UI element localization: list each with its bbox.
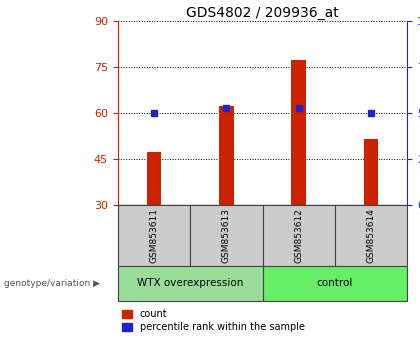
Bar — [190, 205, 262, 266]
Bar — [118, 266, 262, 301]
Text: control: control — [317, 278, 353, 288]
Bar — [147, 152, 161, 205]
Text: GSM853613: GSM853613 — [222, 208, 231, 263]
Text: GSM853614: GSM853614 — [367, 208, 375, 263]
Text: genotype/variation ▶: genotype/variation ▶ — [4, 279, 100, 288]
Bar — [364, 139, 378, 205]
Bar — [118, 205, 190, 266]
Text: WTX overexpression: WTX overexpression — [137, 278, 243, 288]
Text: GSM853612: GSM853612 — [294, 208, 303, 263]
Bar — [335, 205, 407, 266]
Bar — [291, 59, 306, 205]
Bar — [219, 105, 234, 205]
Text: GSM853611: GSM853611 — [150, 208, 158, 263]
Bar — [262, 266, 407, 301]
Legend: count, percentile rank within the sample: count, percentile rank within the sample — [123, 309, 305, 332]
Bar — [262, 205, 335, 266]
Title: GDS4802 / 209936_at: GDS4802 / 209936_at — [186, 6, 339, 20]
